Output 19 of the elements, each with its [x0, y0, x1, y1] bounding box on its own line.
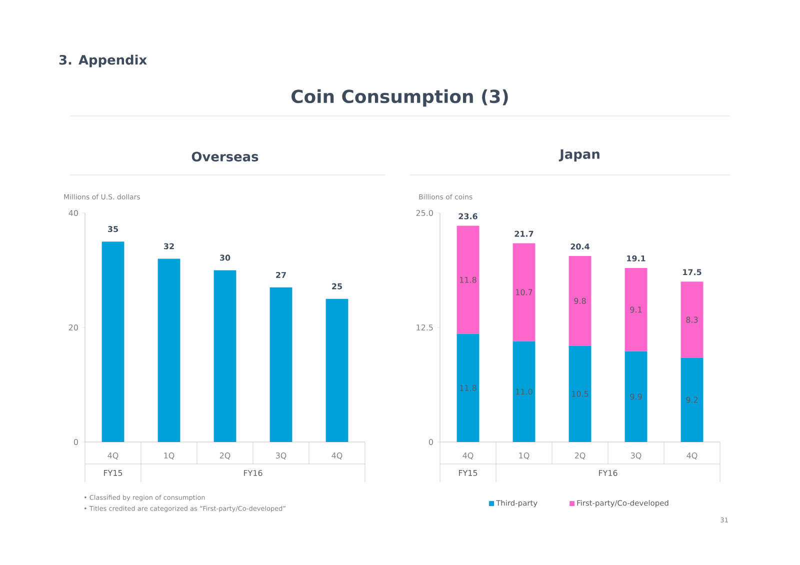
text: Coin Consumption (3)	[292, 89, 508, 107]
bar	[680, 358, 704, 442]
bar	[624, 268, 648, 352]
bar	[512, 243, 536, 342]
bar	[512, 341, 536, 442]
bar	[158, 258, 180, 442]
chart-title: Japan	[558, 149, 600, 162]
bar	[680, 282, 704, 358]
bar	[624, 351, 648, 442]
bar	[456, 226, 480, 334]
bar	[326, 298, 348, 442]
bar	[568, 346, 592, 442]
bar	[270, 287, 292, 442]
bar	[568, 256, 592, 346]
chart-title: Overseas	[192, 152, 258, 162]
bar	[456, 334, 480, 442]
text: 3. Appendix	[59, 54, 147, 68]
bar	[102, 242, 124, 442]
bar	[214, 270, 236, 442]
